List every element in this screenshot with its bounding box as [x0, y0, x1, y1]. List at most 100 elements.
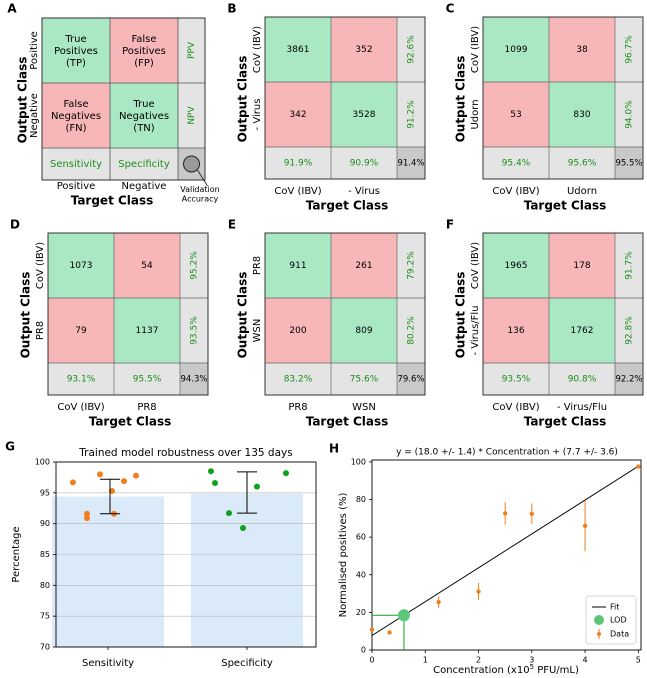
- confusion-matrices: B 3861 352 92.6% 342 3528 91.2% 91.9% 90.9% 91.4%…: [10, 2, 644, 429]
- legend-lod-swatch: [594, 615, 604, 625]
- x-axis-title: Target Class: [306, 199, 389, 213]
- cell-label-line: Negatives: [51, 111, 101, 122]
- cell-count: 1762: [571, 326, 594, 336]
- column-percent: 93.1%: [67, 375, 96, 385]
- legend-lod-label: LOD: [610, 616, 627, 625]
- matrix-cell: [483, 298, 549, 363]
- accuracy-cell: [180, 363, 208, 395]
- data-point: [529, 511, 535, 517]
- column-label: CoV (IBV): [57, 402, 104, 413]
- cell-label-line: (TP): [66, 58, 86, 69]
- cell-label-line: False: [131, 34, 156, 45]
- matrix-frame: [264, 16, 426, 180]
- cell-count: 3528: [353, 110, 376, 120]
- x-tick-label: Specificity: [221, 658, 273, 669]
- data-point: [387, 630, 392, 635]
- data-point: [502, 511, 508, 516]
- row-percent-cell: [397, 82, 425, 147]
- column-label: WSN: [352, 402, 376, 413]
- bar-specificity: [191, 493, 303, 647]
- cell-count: 79: [75, 326, 87, 336]
- y-tick-label: 40: [356, 570, 366, 579]
- plot-frame: [55, 461, 317, 648]
- y-tick-label: 75: [40, 612, 50, 621]
- row-label: Negative: [29, 93, 40, 138]
- row-percent-cell: [615, 233, 643, 298]
- matrix-frame: [482, 232, 644, 396]
- cell-count: 3861: [287, 45, 310, 55]
- column-percent: 95.4%: [502, 159, 531, 169]
- matrix-cell: [331, 17, 397, 82]
- y-tick-label: 90: [40, 519, 50, 528]
- panel-g-robustness-chart: G Trained model robustness over 135 days 7…: [5, 440, 317, 669]
- matrix-cell: [110, 83, 178, 148]
- data-point: [133, 472, 139, 479]
- y-tick-label: 0: [361, 646, 366, 655]
- row-percent: 91.7%: [625, 251, 635, 280]
- cell-count: 261: [355, 261, 372, 271]
- panel-letter: D: [10, 218, 20, 232]
- row-percent: 79.2%: [407, 251, 417, 280]
- legend-data-swatch: [597, 632, 601, 636]
- data-point: [70, 479, 76, 486]
- y-tick-label: 85: [40, 550, 50, 559]
- matrix-cell: [483, 17, 549, 82]
- chart-title: Trained model robustness over 135 days: [78, 447, 292, 459]
- column-percent: 93.5%: [502, 375, 531, 385]
- column-label: PR8: [288, 402, 307, 413]
- matrix-cell: [42, 83, 110, 148]
- y-axis-title: Output Class: [454, 56, 468, 143]
- cell-label: True Negatives (TN): [119, 99, 169, 134]
- annotation-pointer: [197, 169, 208, 187]
- column-percent: 95.6%: [568, 159, 597, 169]
- row-label: CoV (IBV): [470, 242, 481, 289]
- matrix-cell: [549, 17, 615, 82]
- cell-label-line: True: [64, 34, 86, 45]
- row-label: WSN: [252, 319, 263, 343]
- confusion-matrix-c: C 1099 38 96.7% 53 830 94.0% 95.4% 95.6% 95.5% CoV…: [446, 2, 644, 213]
- column-label: Udorn: [567, 186, 597, 197]
- accuracy-cell: [615, 363, 643, 395]
- column-percent: 90.9%: [350, 159, 379, 169]
- column-label: - Virus: [348, 186, 380, 197]
- cell-label-line: Positives: [122, 46, 166, 57]
- row-percent-cell: [397, 233, 425, 298]
- accuracy-value: 94.3%: [180, 375, 207, 385]
- column-percent-cell: [331, 147, 397, 179]
- row-label: Positive: [29, 31, 40, 70]
- panel-letter: E: [228, 218, 236, 232]
- column-label: PR8: [137, 402, 156, 413]
- matrix-cell: [48, 233, 114, 298]
- fit-equation: y = (18.0 +/- 1.4) * Concentration + (7.…: [396, 448, 618, 458]
- cell-count: 178: [573, 261, 590, 271]
- row-percent: 94.0%: [625, 100, 635, 129]
- column-percent: 95.5%: [133, 375, 162, 385]
- row-percent-cell: [615, 82, 643, 147]
- cell-count: 1099: [505, 45, 528, 55]
- data-point: [254, 483, 260, 490]
- x-axis-title: Target Class: [89, 415, 172, 429]
- matrix-cell: [42, 18, 110, 83]
- column-percent: 75.6%: [350, 375, 379, 385]
- column-percent: 83.2%: [284, 375, 313, 385]
- row-label: - Virus/Flu: [470, 305, 481, 355]
- accuracy-circle: [183, 155, 200, 173]
- y-axis-title: Normalised positives (%): [338, 493, 349, 618]
- annotation-label-line: Accuracy: [182, 195, 219, 204]
- y-axis-title: Output Class: [236, 272, 250, 359]
- cell-label: False Positives (FP): [122, 34, 166, 69]
- lod-marker: [397, 609, 410, 622]
- matrix-cell: [265, 82, 331, 147]
- bar-sensitivity: [52, 496, 164, 647]
- row-percent: 92.6%: [407, 35, 417, 64]
- confusion-matrix-b: B 3861 352 92.6% 342 3528 91.2% 91.9% 90.9% 91.4%…: [227, 2, 426, 213]
- x-axis-title: Concentration (x105 PFU/mL): [433, 663, 579, 676]
- cell-label-line: (FP): [134, 58, 154, 69]
- x-tick-label: Sensitivity: [82, 658, 134, 669]
- cell-label-line: False: [63, 99, 88, 110]
- column-percent-cell: [331, 363, 397, 395]
- row-percent: 96.7%: [625, 35, 635, 64]
- row-percent-cell: [180, 233, 208, 298]
- data-point: [208, 468, 214, 475]
